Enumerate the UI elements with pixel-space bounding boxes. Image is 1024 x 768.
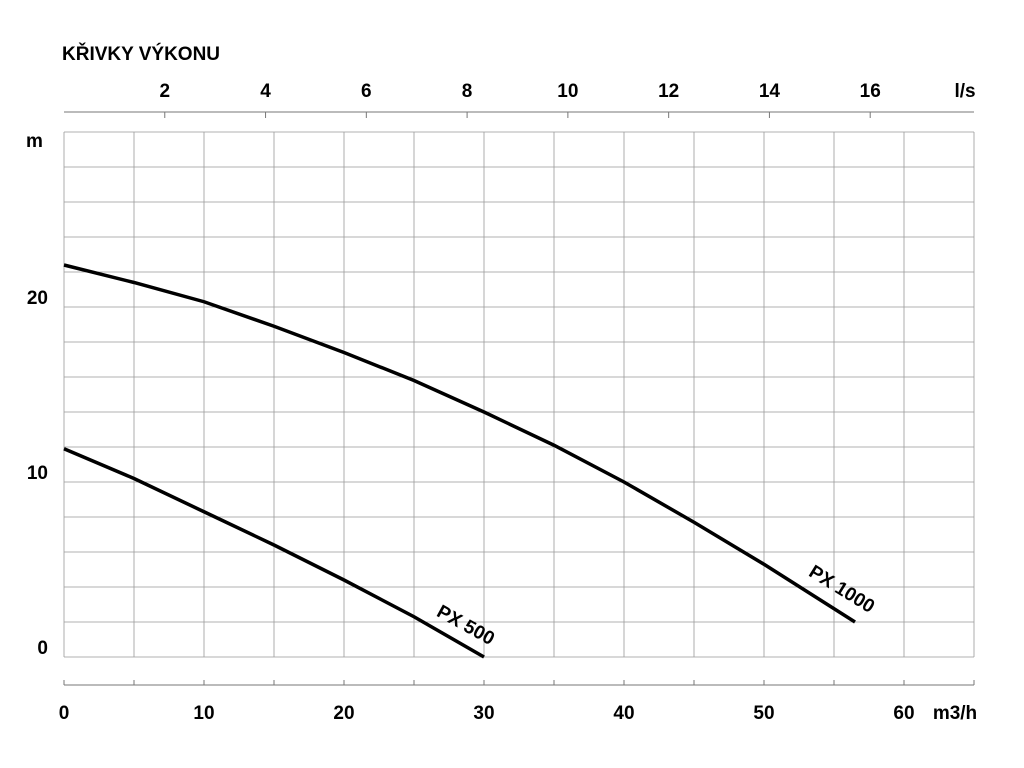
y-tick-label: 20 <box>27 288 48 309</box>
series-label: PX 500 <box>433 601 498 649</box>
x2-tick-label: 8 <box>462 81 473 102</box>
x2-tick-label: 10 <box>557 81 578 102</box>
series-line <box>63 263 856 624</box>
y-axis-label: m <box>26 131 43 152</box>
x2-tick-label: 6 <box>361 81 372 102</box>
y-tick-label: 0 <box>37 638 48 659</box>
y-tick-label: 10 <box>27 463 48 484</box>
x-tick-label: 60 <box>893 703 914 724</box>
x-tick-label: 30 <box>473 703 494 724</box>
x-axis-label: m3/h <box>933 703 977 724</box>
x-tick-label: 50 <box>753 703 774 724</box>
x2-tick-label: 12 <box>658 81 679 102</box>
series-line <box>63 447 485 659</box>
x2-tick-label: 4 <box>260 81 271 102</box>
x2-tick-label: 14 <box>759 81 781 102</box>
x-tick-label: 40 <box>613 703 634 724</box>
x-tick-label: 0 <box>59 703 70 724</box>
x2-axis-label: l/s <box>954 81 975 102</box>
chart-title: KŘIVKY VÝKONU <box>62 43 220 65</box>
x2-tick-label: 2 <box>159 81 170 102</box>
x-tick-label: 20 <box>333 703 354 724</box>
x2-tick-label: 16 <box>860 81 881 102</box>
series-label: PX 1000 <box>805 562 878 618</box>
x-tick-label: 10 <box>193 703 214 724</box>
